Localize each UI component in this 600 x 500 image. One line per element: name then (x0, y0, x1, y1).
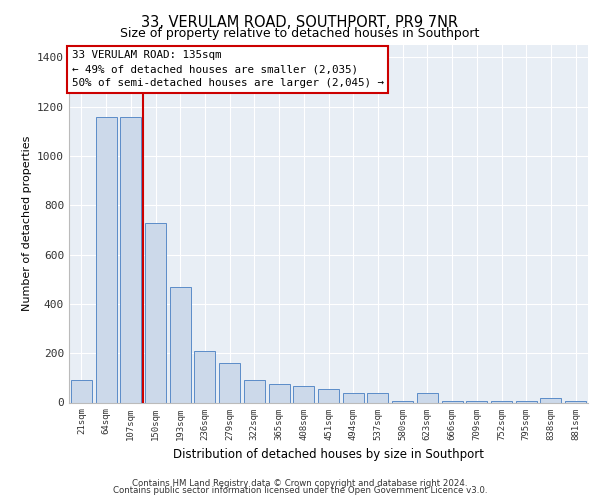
Text: 33 VERULAM ROAD: 135sqm
← 49% of detached houses are smaller (2,035)
50% of semi: 33 VERULAM ROAD: 135sqm ← 49% of detache… (71, 50, 383, 88)
Bar (269, 384, 290, 402)
Text: Contains HM Land Registry data © Crown copyright and database right 2024.: Contains HM Land Registry data © Crown c… (132, 478, 468, 488)
Bar (541, 398, 562, 402)
Bar (466, 400, 487, 402)
Bar (244, 380, 265, 402)
Text: 33, VERULAM ROAD, SOUTHPORT, PR9 7NR: 33, VERULAM ROAD, SOUTHPORT, PR9 7NR (142, 15, 458, 30)
Bar (194, 350, 215, 403)
Y-axis label: Number of detached properties: Number of detached properties (22, 136, 32, 312)
Bar (367, 392, 388, 402)
Bar (392, 400, 413, 402)
Text: Contains public sector information licensed under the Open Government Licence v3: Contains public sector information licen… (113, 486, 487, 495)
Bar (120, 116, 141, 403)
X-axis label: Distribution of detached houses by size in Southport: Distribution of detached houses by size … (173, 448, 484, 461)
Bar (219, 363, 240, 403)
Bar (145, 222, 166, 402)
Bar (293, 386, 314, 402)
Bar (442, 400, 463, 402)
Bar (343, 392, 364, 402)
Bar (318, 389, 339, 402)
Text: Size of property relative to detached houses in Southport: Size of property relative to detached ho… (121, 28, 479, 40)
Bar (95, 116, 116, 403)
Bar (516, 400, 537, 402)
Bar (491, 400, 512, 402)
Bar (565, 400, 586, 402)
Bar (71, 380, 92, 402)
Bar (170, 286, 191, 403)
Bar (417, 392, 438, 402)
